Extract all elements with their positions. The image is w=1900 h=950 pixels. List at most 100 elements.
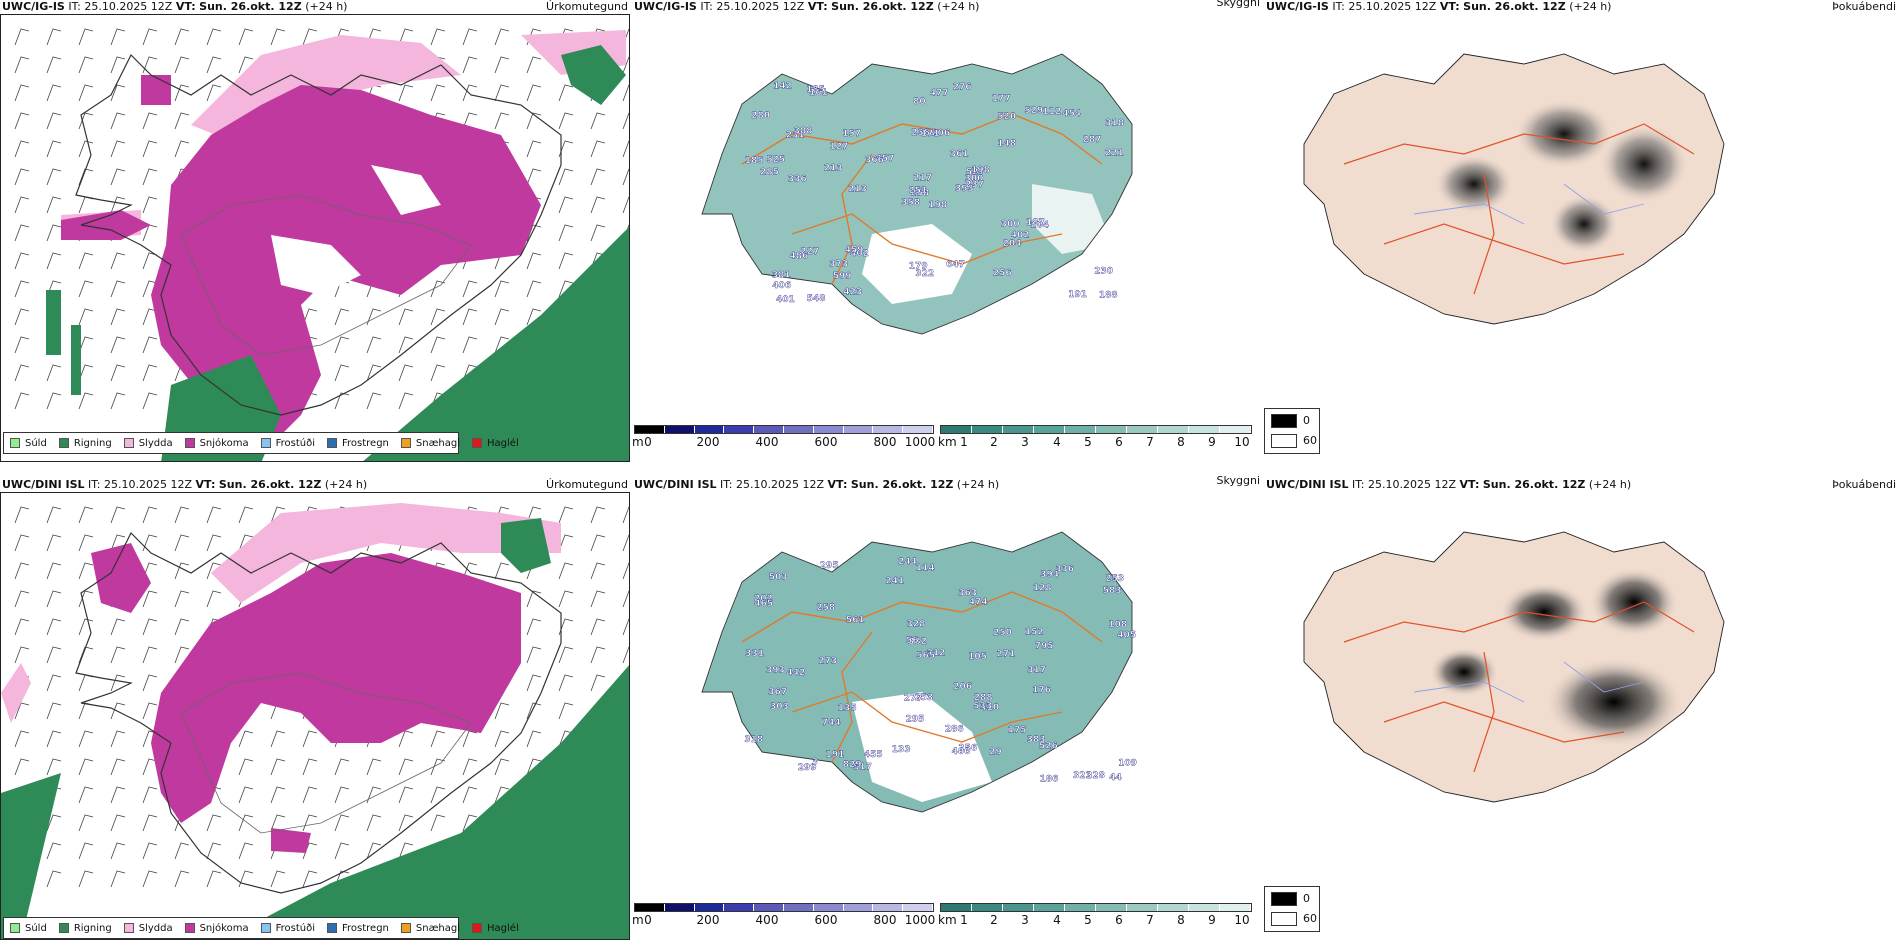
cloud-base-label: 287 — [1083, 135, 1102, 145]
wind-barb — [526, 618, 542, 636]
river-network — [1413, 661, 1645, 703]
cloud-base-label: 486 — [790, 252, 809, 262]
wind-barb — [238, 534, 254, 552]
legend-item: Snæhagl — [400, 923, 460, 934]
colorbar-tick: 1000 — [904, 435, 936, 449]
colorbar-unit: m — [632, 435, 644, 449]
coastline — [701, 531, 1133, 813]
cloud-base-label: 148 — [997, 139, 1016, 149]
cloud-base-label: 405 — [1117, 631, 1136, 641]
wind-barb — [14, 56, 30, 74]
wind-barb — [622, 112, 629, 130]
wind-barb — [494, 56, 510, 74]
wind-barb — [558, 280, 574, 298]
wind-barb — [494, 308, 510, 326]
wind-barb — [558, 730, 574, 748]
cloud-base-label: 230 — [1094, 266, 1113, 276]
cloud-base-label: 402 — [1011, 231, 1030, 241]
legend-swatch — [10, 438, 20, 448]
cloud-base-label: 109 — [1118, 758, 1137, 768]
cloud-base-label: 442 — [787, 668, 806, 678]
cloud-base-label: 56 — [906, 636, 919, 646]
wind-barb — [526, 646, 542, 664]
cloud-base-label: 288 — [974, 693, 993, 703]
colorbar-tick: 10 — [1234, 435, 1250, 449]
wind-barb — [142, 870, 158, 888]
wind-barb — [142, 506, 158, 524]
cloud-base-label: 175 — [1008, 725, 1027, 735]
wind-barb — [110, 730, 126, 748]
cloud-base-label: 206 — [953, 682, 972, 692]
wind-barb — [174, 112, 190, 130]
wind-barb — [110, 168, 126, 186]
wind-barb — [526, 674, 542, 692]
colorbar-unit: km — [938, 435, 957, 449]
wind-barb — [558, 196, 574, 214]
wind-barb — [462, 730, 478, 748]
wind-barb — [494, 280, 510, 298]
wind-barb — [110, 842, 126, 860]
wind-barb — [430, 84, 446, 102]
cloud-base-label: 256 — [958, 743, 977, 753]
wind-barb — [270, 506, 286, 524]
cloud-base-label: 455 — [864, 750, 883, 760]
colorbar-tick: 600 — [814, 913, 838, 927]
rain-area — [1, 773, 61, 939]
rain-area — [561, 45, 626, 105]
cloud-base-label: 244 — [898, 557, 917, 567]
wind-barb — [430, 28, 446, 46]
cloud-base-label: 221 — [1105, 149, 1124, 159]
fog-panel: UWC/DINI ISL IT: 25.10.2025 12Z VT: Sun.… — [1264, 478, 1900, 948]
cloud-base-label: 128 — [1033, 584, 1052, 594]
wind-barb — [558, 702, 574, 720]
wind-barb — [110, 870, 126, 888]
wind-barb — [462, 758, 478, 776]
wind-barb — [526, 84, 542, 102]
wind-barb — [78, 674, 94, 692]
wind-barb — [398, 336, 414, 354]
wind-barb — [398, 814, 414, 832]
cloud-base-label: 3 — [812, 757, 818, 767]
wind-barb — [526, 112, 542, 130]
cloud-base-label: 361 — [950, 150, 969, 160]
cloud-base-label: 191 — [826, 750, 845, 760]
wind-barb — [558, 674, 574, 692]
wind-barb — [430, 364, 446, 382]
colorbar-tick: 6 — [1115, 913, 1123, 927]
fog-signal — [1549, 194, 1619, 254]
wind-barb — [78, 702, 94, 720]
clear-area — [852, 692, 992, 802]
legend-item: Haglél — [472, 438, 519, 449]
wind-barb — [110, 84, 126, 102]
wind-barb — [46, 758, 62, 776]
wind-barb — [14, 308, 30, 326]
wind-barb — [494, 702, 510, 720]
wind-barb — [14, 112, 30, 130]
wind-barb — [78, 140, 94, 158]
cloud-base-label: 383 — [1027, 735, 1046, 745]
legend-swatch — [123, 923, 134, 933]
cloud-base-label: 318 — [1105, 119, 1124, 129]
wind-barb — [78, 84, 94, 102]
wind-barb — [174, 84, 190, 102]
cloud-base-label: 474 — [969, 598, 988, 608]
wind-barb — [78, 646, 94, 664]
wind-barb — [430, 730, 446, 748]
fog-legend-label: 60 — [1303, 434, 1317, 447]
cloud-base-label: 253 — [1105, 574, 1124, 584]
wind-barb — [622, 534, 629, 552]
wind-barb — [366, 814, 382, 832]
wind-barb — [622, 618, 629, 636]
cloud-base-label: 295 — [906, 715, 925, 725]
cloud-base-label: 583 — [1103, 586, 1122, 596]
cloud-base-label: 457 — [876, 154, 895, 164]
wind-barb — [558, 168, 574, 186]
wind-barb — [46, 140, 62, 158]
wind-barb — [590, 618, 606, 636]
colorbar-tick: 5 — [1084, 913, 1092, 927]
wind-barb — [46, 392, 62, 410]
cloud-base-label: 241 — [885, 577, 904, 587]
wind-barb — [526, 140, 542, 158]
wind-barb — [206, 562, 222, 580]
colorbar-tick: 0 — [644, 435, 652, 449]
